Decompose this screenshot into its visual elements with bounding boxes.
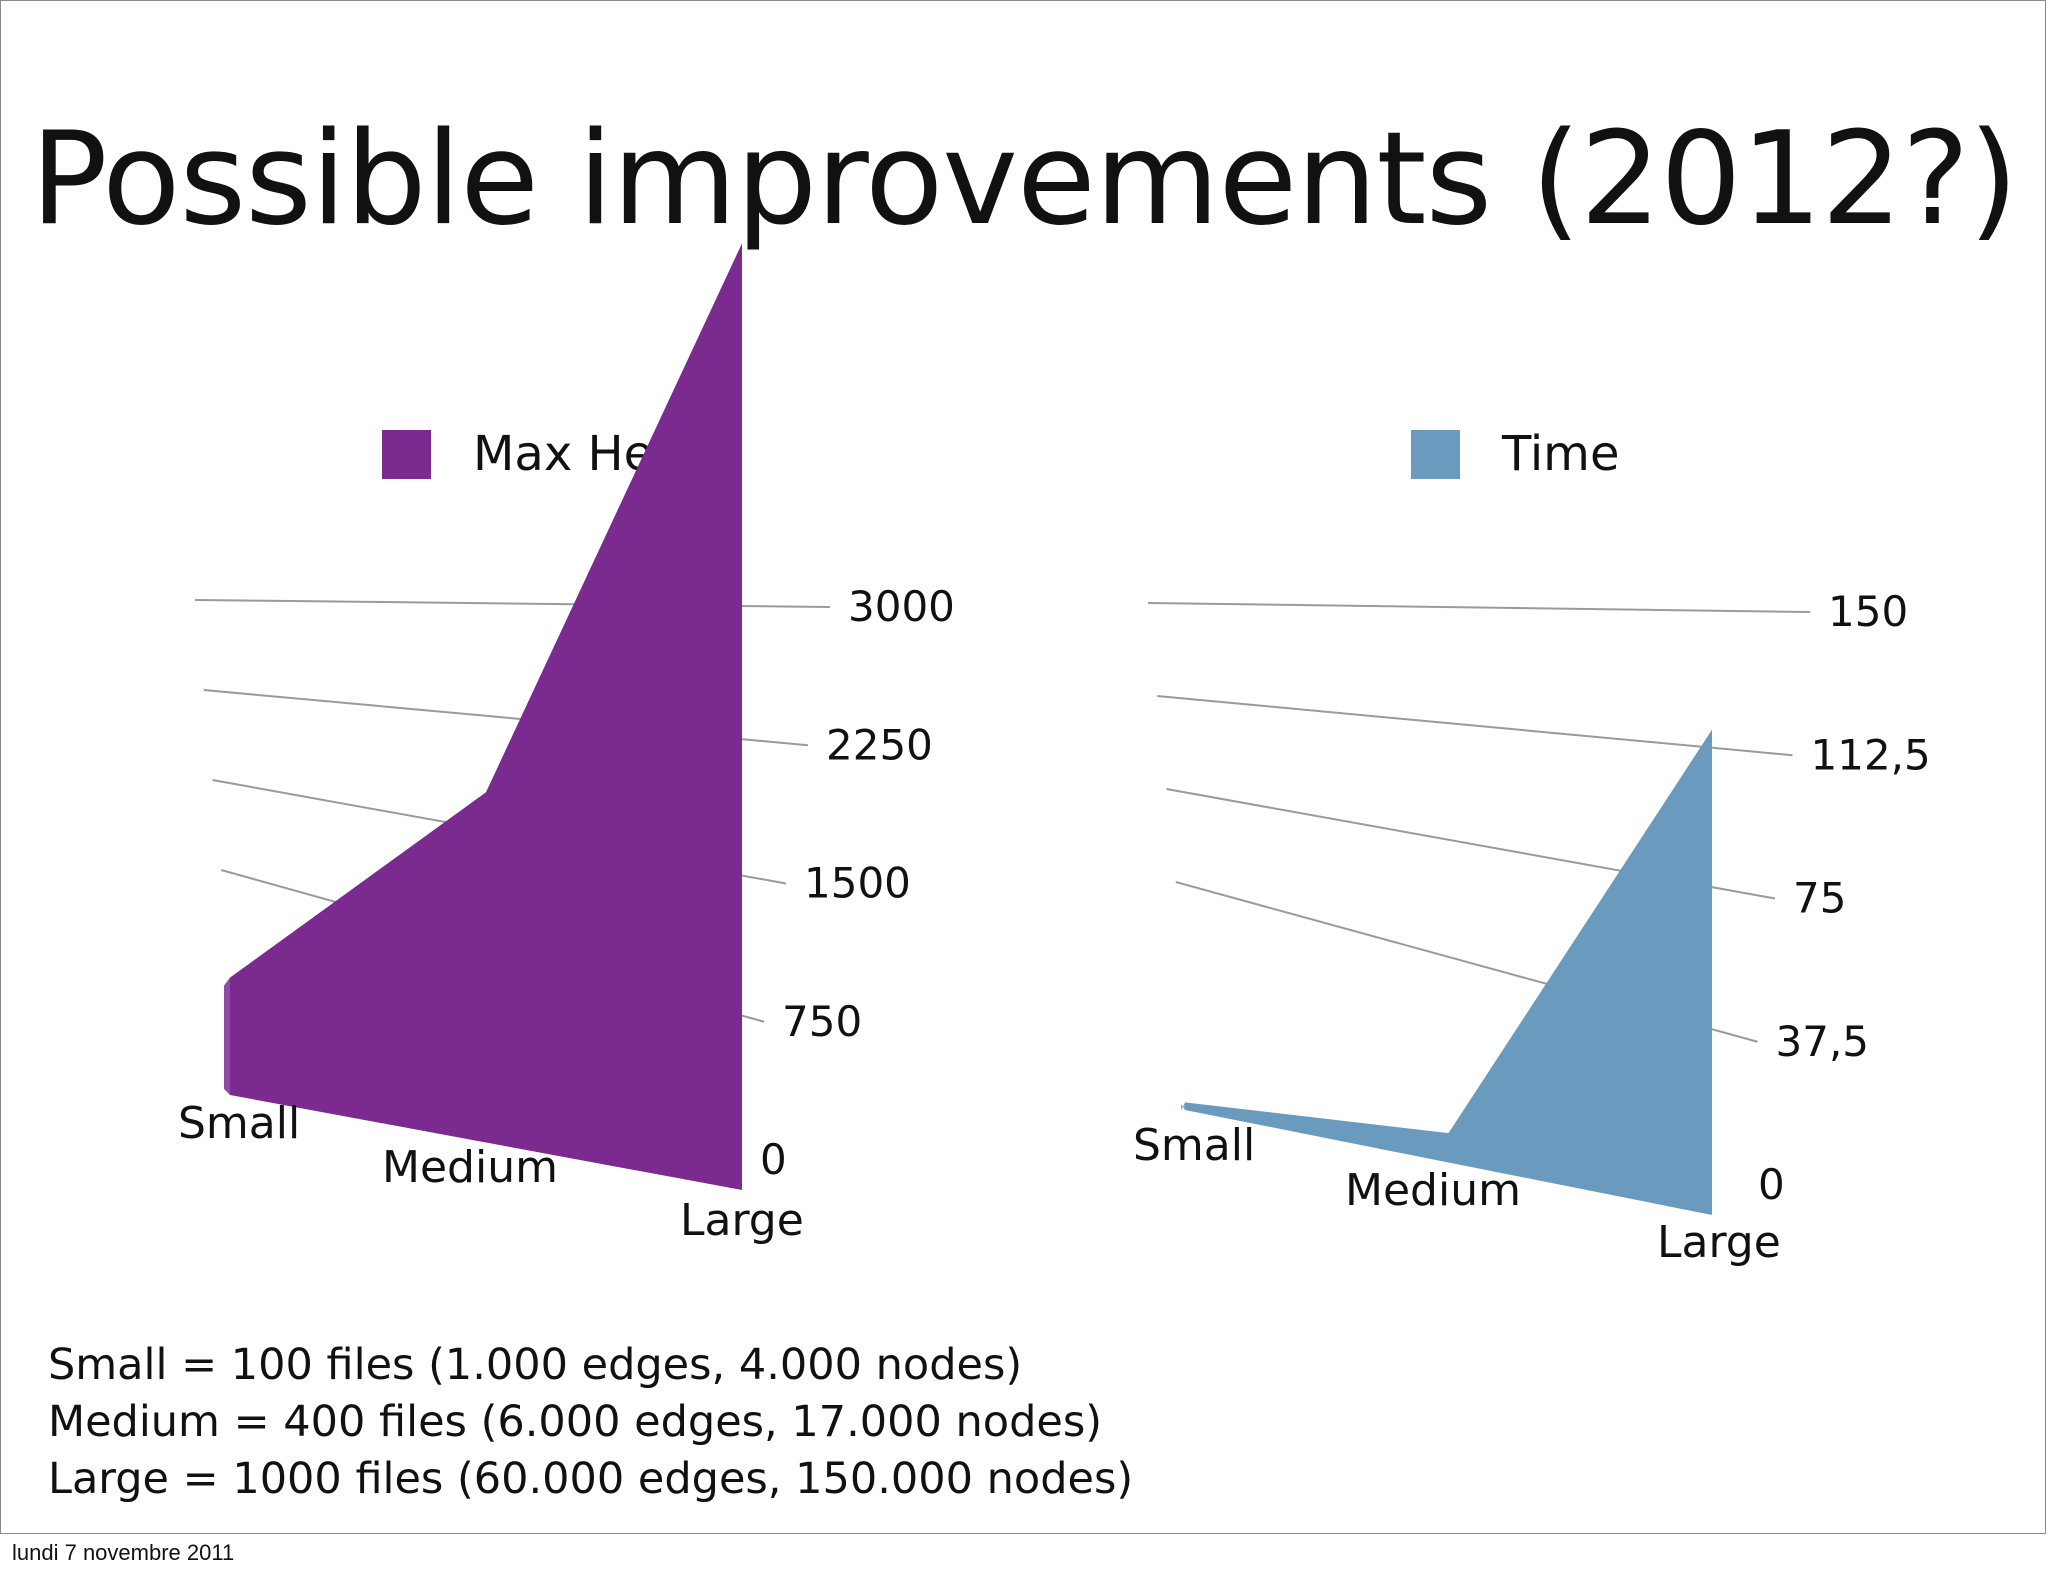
size-definitions: Small = 100 files (1.000 edges, 4.000 no… (48, 1337, 1133, 1508)
legend-swatch-time (1411, 429, 1460, 479)
footer-date: lundi 7 novembre 2011 (12, 1540, 235, 1565)
time-gridline (1147, 602, 1811, 613)
time-gridline (1157, 695, 1793, 757)
time-ytick-label: 75 (1793, 874, 1846, 923)
max-heap-ytick-label: 1500 (804, 859, 911, 908)
time-xtick-label: Large (1657, 1217, 1781, 1268)
max-heap-xtick-label: Medium (382, 1142, 558, 1193)
footnote-large: Large = 1000 files (60.000 edges, 150.00… (48, 1454, 1134, 1504)
legend-label-time: Time (1502, 426, 1620, 482)
time-xtick-label: Medium (1345, 1165, 1521, 1216)
time-area-side (1181, 1102, 1185, 1111)
time-ytick-label: 112,5 (1811, 730, 1931, 779)
time-area-series (1185, 729, 1712, 1215)
max-heap-xtick-label: Small (178, 1098, 300, 1149)
max-heap-ytick-label: 0 (760, 1135, 787, 1184)
slide-title: Possible improvements (2012?) (30, 105, 2019, 254)
legend-swatch-max-heap (382, 429, 431, 479)
max-heap-ytick-label: 750 (782, 997, 862, 1046)
max-heap-xtick-label: Large (680, 1195, 804, 1246)
max-heap-area-side (224, 977, 230, 1095)
time-ytick-label: 0 (1758, 1160, 1785, 1209)
max-heap-ytick-label: 3000 (848, 582, 955, 631)
time-ytick-label: 150 (1828, 587, 1908, 636)
max-heap-ytick-label: 2250 (826, 720, 933, 769)
footnote-small: Small = 100 files (1.000 edges, 4.000 no… (48, 1340, 1023, 1390)
legend-time: Time (1411, 424, 1619, 484)
time-xtick-label: Small (1133, 1120, 1255, 1171)
footnote-medium: Medium = 400 files (6.000 edges, 17.000 … (48, 1397, 1103, 1447)
max-heap-area-series (230, 243, 742, 1191)
time-ytick-label: 37,5 (1776, 1017, 1870, 1066)
